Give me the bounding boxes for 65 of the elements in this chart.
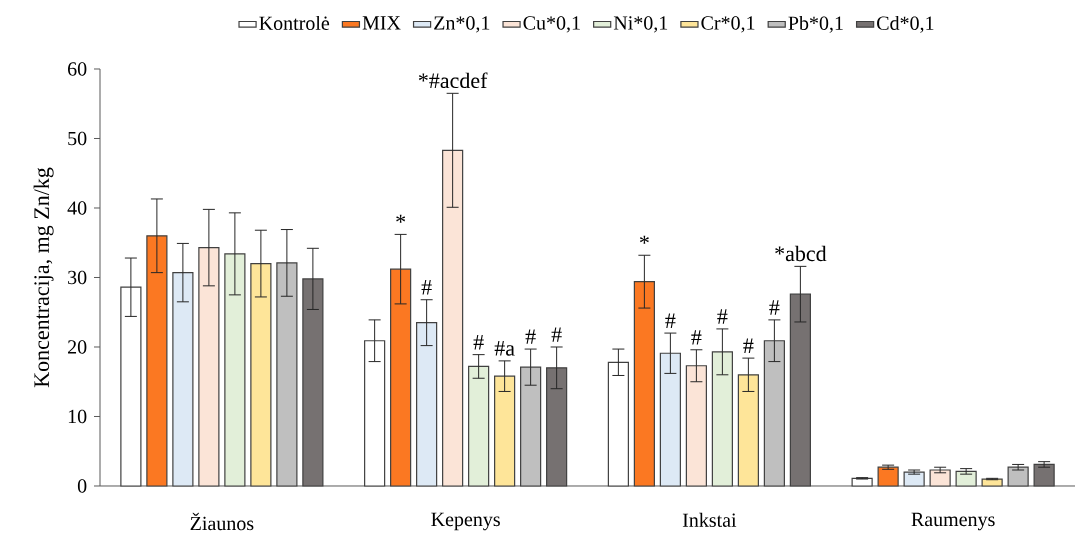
bar (276, 262, 298, 487)
y-tick-label: 0 (77, 479, 87, 493)
bar (955, 470, 977, 487)
data-label: # (551, 327, 562, 342)
bar (607, 361, 629, 487)
legend-label: Kontrolė (259, 15, 330, 30)
data-label: *abcd (775, 245, 827, 262)
bar (903, 471, 925, 487)
bar (685, 365, 707, 487)
bar (468, 365, 490, 487)
bar (659, 352, 681, 487)
data-label: # (769, 300, 780, 315)
bar (981, 478, 1003, 487)
bar (120, 286, 142, 487)
bar (250, 262, 272, 487)
bar (546, 367, 568, 487)
x-tick-label: Inkstai (682, 512, 737, 527)
bar (172, 272, 194, 487)
bar (929, 469, 951, 487)
data-label: * (396, 214, 406, 223)
x-tick-label: Raumenys (911, 512, 995, 531)
y-tick-label: 50 (68, 131, 87, 146)
bar (877, 466, 899, 487)
legend-label: MIX (362, 16, 401, 30)
data-label: # (717, 309, 728, 324)
bar (633, 281, 655, 487)
bar (198, 247, 220, 487)
bar (1007, 466, 1029, 487)
legend-label: Cd*0,1 (877, 15, 934, 33)
y-axis-title: Koncentracija, mg Zn/kg (33, 167, 54, 388)
y-tick-label: 30 (68, 270, 87, 285)
bar (302, 278, 324, 487)
bar (364, 340, 386, 487)
bar (494, 375, 516, 487)
bar (763, 340, 785, 487)
data-label: # (743, 338, 754, 353)
legend-label: Pb*0,1 (788, 15, 843, 33)
y-tick-label: 40 (67, 201, 87, 215)
legend-label: Ni*0,1 (613, 16, 668, 33)
bar (146, 235, 168, 487)
legend-label: Zn*0,1 (434, 16, 490, 33)
bar (1033, 463, 1055, 487)
bar (789, 293, 811, 487)
bar (224, 253, 246, 487)
x-tick-label: Žiaunos (190, 512, 254, 531)
bar (416, 322, 438, 487)
data-label: # (691, 330, 702, 345)
data-label: # (473, 335, 484, 350)
bar (711, 351, 733, 487)
x-tick-label: Kepenys (431, 512, 500, 531)
data-label: *#acdef (418, 72, 488, 89)
data-label: #a (494, 341, 515, 356)
y-tick-label: 20 (68, 340, 87, 354)
legend-label: Cu*0,1 (523, 16, 580, 33)
data-label: # (665, 313, 676, 328)
legend-label: Cr*0,1 (701, 16, 755, 33)
bar (737, 374, 759, 487)
data-label: # (421, 280, 432, 295)
y-tick-label: 10 (68, 409, 87, 424)
data-label: # (525, 329, 536, 344)
bar (390, 268, 412, 487)
bar (520, 366, 542, 487)
bar (442, 149, 464, 487)
y-tick-label: 60 (68, 62, 87, 76)
data-label: * (639, 235, 649, 244)
